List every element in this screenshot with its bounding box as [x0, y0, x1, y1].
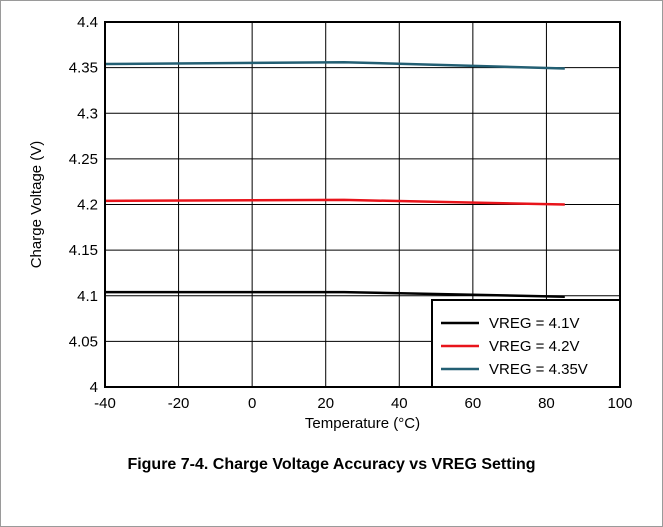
x-tick-label: 40 [391, 395, 408, 412]
y-tick-label: 4.4 [77, 14, 98, 31]
tick-labels: -40 -20 0 20 40 60 80 100 4 4.05 4.1 4.15 4.2 4.25 4.3… [69, 14, 633, 412]
legend: VREG = 4.1V VREG = 4.2V VREG = 4.35V [431, 299, 621, 388]
chart: -40 -20 0 20 40 60 80 100 4 4.05 4.1 4.15 4.2 4.25 4.3… [28, 14, 633, 432]
y-tick-label: 4.3 [77, 105, 98, 122]
x-tick-label: 60 [465, 395, 482, 412]
y-tick-label: 4.35 [69, 60, 98, 77]
x-tick-label: 100 [607, 395, 632, 412]
y-tick-label: 4.2 [77, 197, 98, 214]
x-tick-label: 20 [317, 395, 334, 412]
series-line-1 [105, 290, 565, 298]
legend-label: VREG = 4.1V [489, 315, 579, 332]
y-tick-label: 4.05 [69, 333, 98, 350]
legend-label: VREG = 4.2V [489, 338, 579, 355]
x-tick-label: 80 [538, 395, 555, 412]
y-tick-label: 4 [90, 379, 98, 396]
x-axis-label: Temperature (°C) [305, 415, 420, 432]
y-tick-label: 4.25 [69, 151, 98, 168]
legend-box [431, 299, 621, 388]
x-tick-label: -20 [168, 395, 190, 412]
y-tick-label: 4.15 [69, 242, 98, 259]
x-tick-label: 0 [248, 395, 256, 412]
series-line-2 [104, 198, 565, 206]
figure-caption: Figure 7-4. Charge Voltage Accuracy vs V… [127, 456, 536, 473]
plot-border [104, 21, 621, 388]
y-tick-label: 4.1 [77, 288, 98, 305]
y-axis-label: Charge Voltage (V) [28, 141, 45, 269]
series-layer [104, 60, 565, 298]
series-line-3 [104, 60, 565, 70]
legend-label: VREG = 4.35V [489, 361, 588, 378]
x-tick-label: -40 [94, 395, 116, 412]
